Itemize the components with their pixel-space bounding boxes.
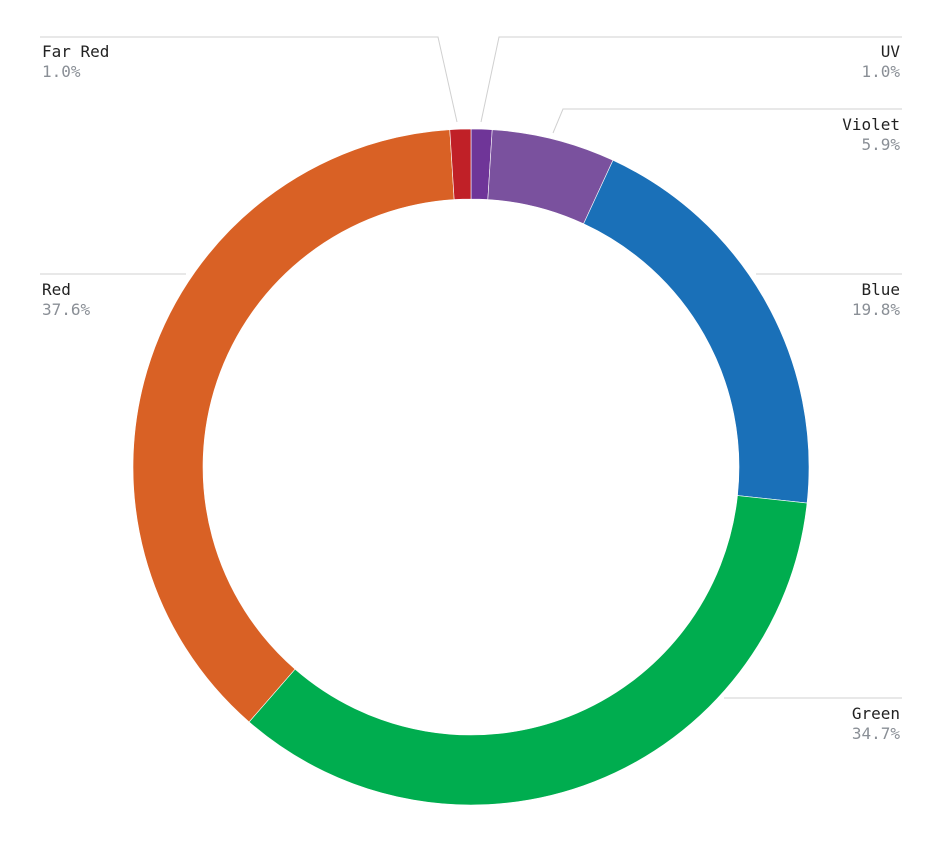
leader-line-uv	[480, 36, 902, 123]
slice-name: Far Red	[42, 42, 110, 61]
slice-name: Red	[42, 280, 71, 299]
leader-line-far-red	[40, 36, 458, 123]
slice-red	[132, 129, 455, 723]
leader-line-violet	[552, 108, 902, 134]
slice-name: Blue	[861, 280, 900, 299]
label-uv: UV 1.0%	[861, 42, 900, 82]
slice-far-red	[449, 128, 472, 200]
label-blue: Blue 19.8%	[852, 280, 900, 320]
label-far-red: Far Red 1.0%	[42, 42, 109, 82]
slice-name: Green	[851, 704, 900, 723]
slice-value: 5.9%	[861, 135, 900, 154]
slice-value: 19.8%	[851, 300, 900, 319]
slice-value: 34.7%	[851, 724, 900, 743]
slice-value: 1.0%	[861, 62, 900, 81]
slice-blue	[583, 159, 810, 504]
slice-value: 37.6%	[42, 300, 91, 319]
slice-name: Violet	[842, 115, 900, 134]
label-red: Red 37.6%	[42, 280, 90, 320]
slice-value: 1.0%	[42, 62, 81, 81]
slice-name: UV	[880, 42, 900, 61]
label-violet: Violet 5.9%	[842, 115, 900, 155]
slice-green	[248, 495, 808, 806]
label-green: Green 34.7%	[852, 704, 900, 744]
